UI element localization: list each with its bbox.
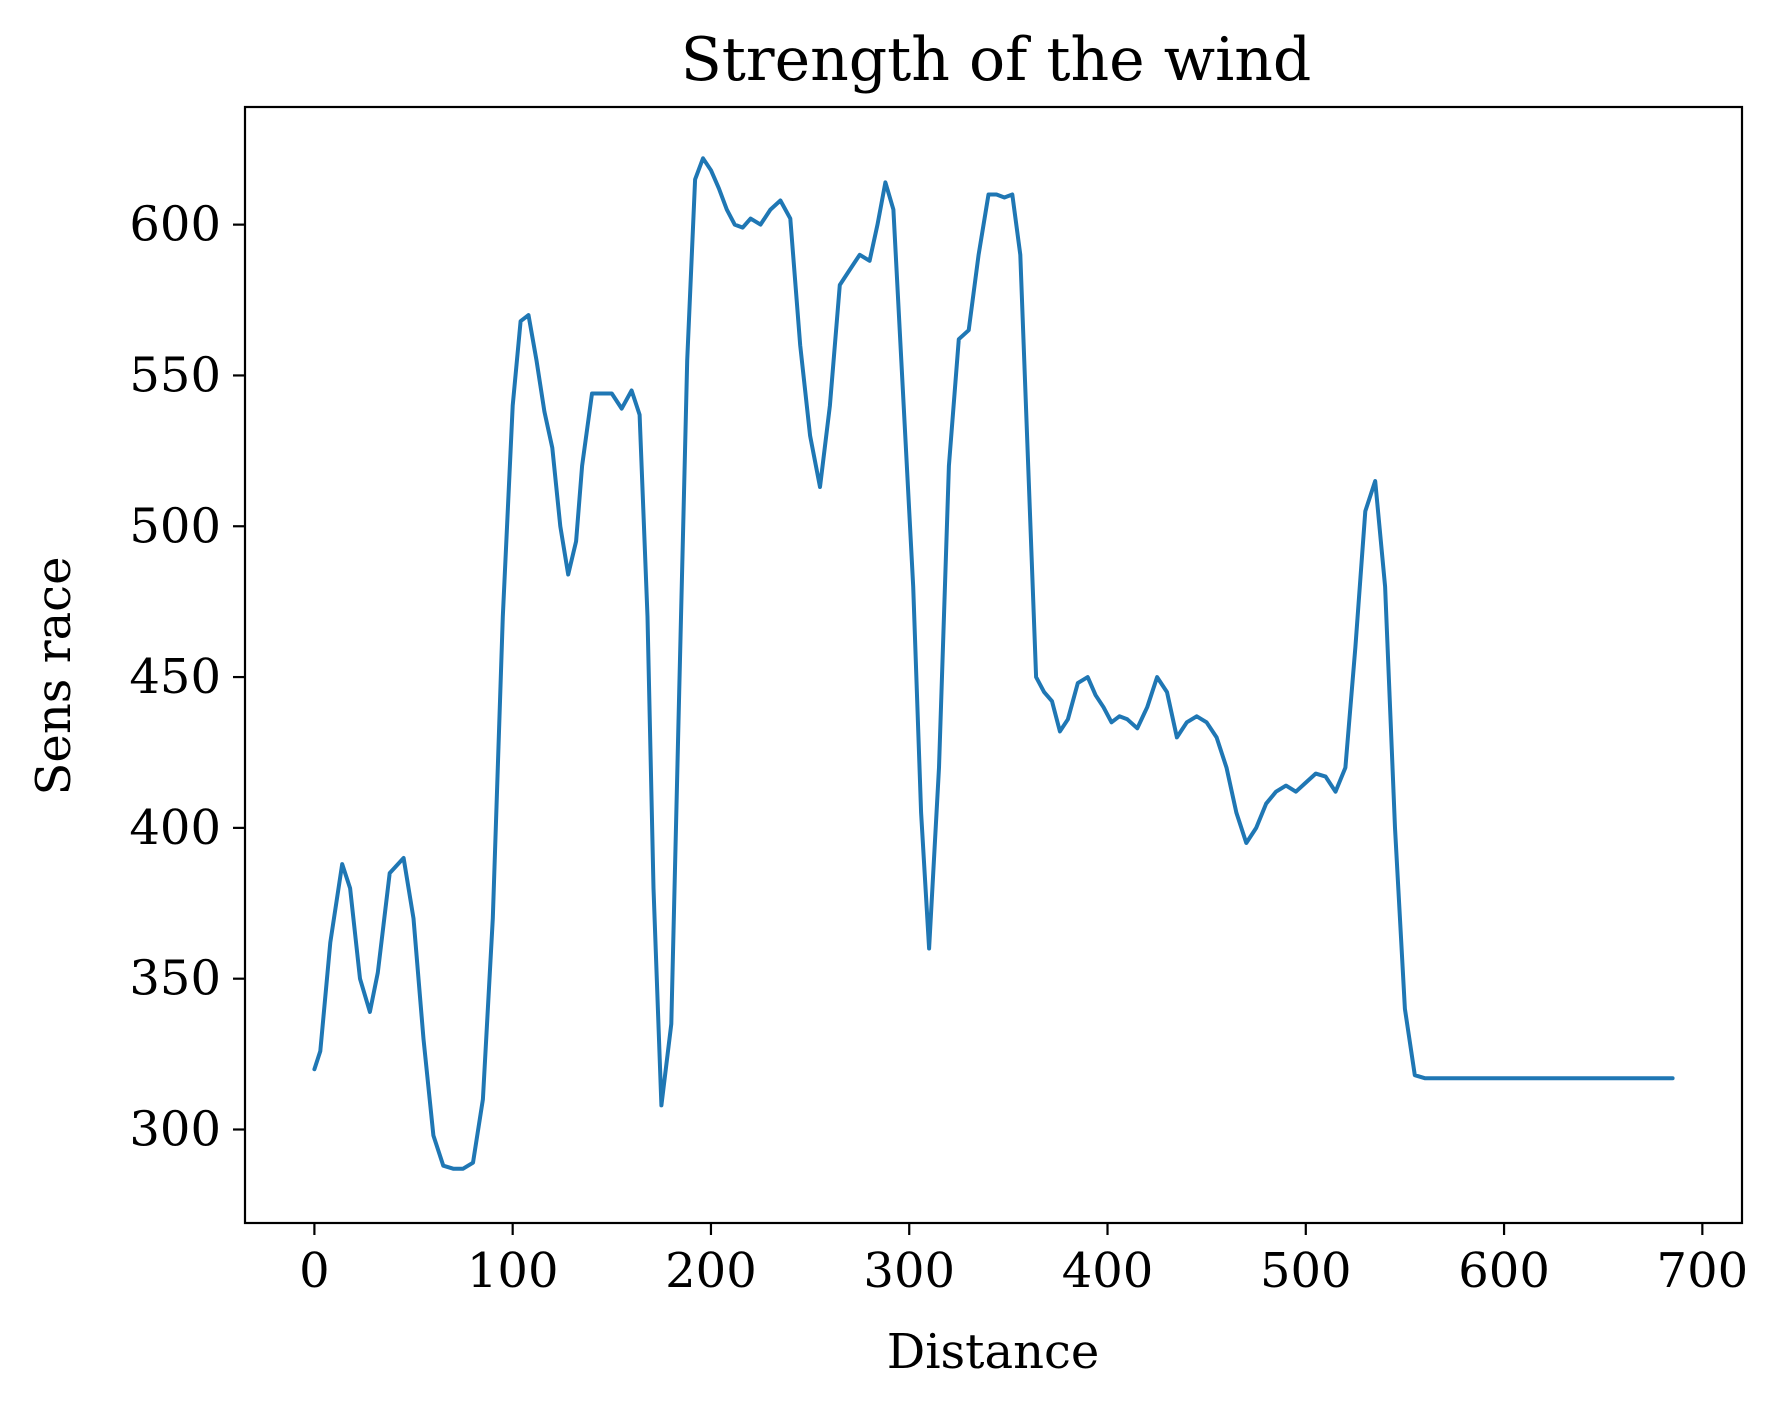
x-tick-label: 700 [1657,1243,1749,1299]
y-tick-label: 400 [129,800,221,856]
x-tick-label: 0 [299,1243,330,1299]
y-tick-label: 500 [129,498,221,554]
y-tick-label: 350 [129,951,221,1007]
plot-frame [243,105,1744,1225]
plot-area [243,105,1744,1225]
x-tick-label: 100 [467,1243,559,1299]
x-tick-label: 400 [1062,1243,1154,1299]
series-line [312,156,1675,1171]
x-tick-label: 600 [1458,1243,1550,1299]
y-axis-label: Sens race [26,557,82,796]
y-axis: 300 350 400 450 500 550 600 [129,197,245,1157]
y-tick-label: 450 [129,649,221,705]
y-tick-label: 600 [129,197,221,253]
y-tick-label: 550 [129,347,221,403]
x-tick-label: 200 [665,1243,757,1299]
y-tick-label: 300 [129,1101,221,1157]
x-tick-label: 500 [1260,1243,1352,1299]
x-axis-label: Distance [887,1324,1100,1380]
chart-title: Strength of the wind [681,25,1312,95]
x-axis: 0 100 200 300 400 500 600 700 [299,1223,1748,1299]
x-tick-label: 300 [863,1243,955,1299]
